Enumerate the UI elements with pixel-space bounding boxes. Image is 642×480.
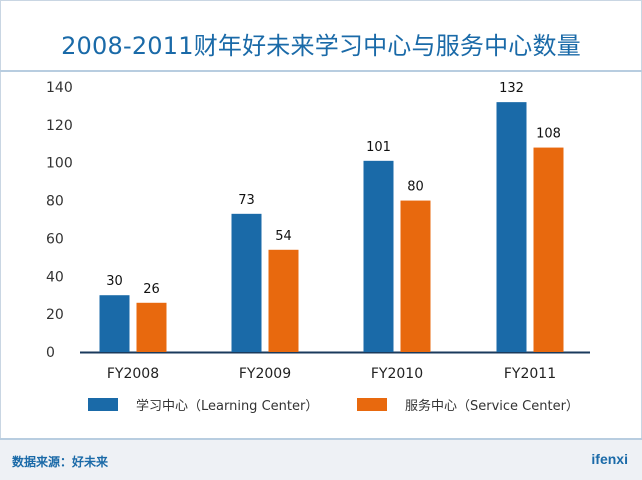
chart-title: 2008-2011财年好未来学习中心与服务中心数量: [61, 32, 581, 60]
bar-service-center: [268, 249, 299, 352]
bar-learning-center: [231, 213, 262, 352]
bar-learning-center: [363, 160, 394, 352]
y-tick-label: 140: [46, 80, 73, 96]
y-tick-label: 100: [46, 156, 73, 172]
bar-value-label: 54: [275, 229, 292, 244]
bar-learning-center: [496, 102, 527, 353]
y-tick-label: 120: [46, 118, 73, 134]
legend-swatch: [357, 398, 387, 411]
y-tick-label: 80: [46, 194, 64, 210]
bar-service-center: [400, 200, 431, 352]
value-labels: 30 73 101 132 26 54 80 108: [106, 81, 561, 297]
x-category-label: FY2010: [371, 366, 423, 382]
bar-learning-center: [99, 295, 130, 352]
y-tick-label: 0: [46, 345, 55, 361]
x-category-label: FY2008: [107, 366, 159, 382]
bar-chart: 0 20 40 60 80 100 120 140 30 73 101 132 26 54 80 108 F…: [46, 80, 590, 414]
bar-service-center: [136, 302, 167, 352]
bar-value-label: 26: [143, 282, 160, 297]
legend-label: 学习中心（Learning Center）: [136, 398, 318, 414]
bar-value-label: 30: [106, 274, 123, 289]
legend-swatch: [88, 398, 118, 411]
y-axis-tick-labels: 0 20 40 60 80 100 120 140: [46, 80, 73, 361]
bar-value-label: 80: [407, 180, 424, 195]
y-tick-label: 40: [46, 269, 64, 285]
x-category-label: FY2011: [504, 366, 556, 382]
title-divider: [0, 70, 642, 72]
legend: 学习中心（Learning Center） 服务中心（Service Center…: [88, 398, 579, 414]
y-tick-label: 20: [46, 307, 64, 323]
y-tick-label: 60: [46, 231, 64, 247]
bar-value-label: 101: [366, 140, 391, 155]
bar-group: [99, 102, 564, 353]
bar-value-label: 73: [238, 193, 255, 208]
brand-logo: ifenxi: [591, 451, 628, 467]
x-category-label: FY2009: [239, 366, 291, 382]
data-source-note: 数据来源：好未来: [12, 455, 109, 469]
legend-label: 服务中心（Service Center）: [405, 398, 579, 414]
bar-service-center: [533, 147, 564, 352]
x-axis-category-labels: FY2008 FY2009 FY2010 FY2011: [107, 366, 556, 382]
footer-bar: 数据来源：好未来 ifenxi: [0, 438, 642, 480]
bar-value-label: 132: [499, 81, 524, 96]
bar-value-label: 108: [536, 127, 561, 142]
